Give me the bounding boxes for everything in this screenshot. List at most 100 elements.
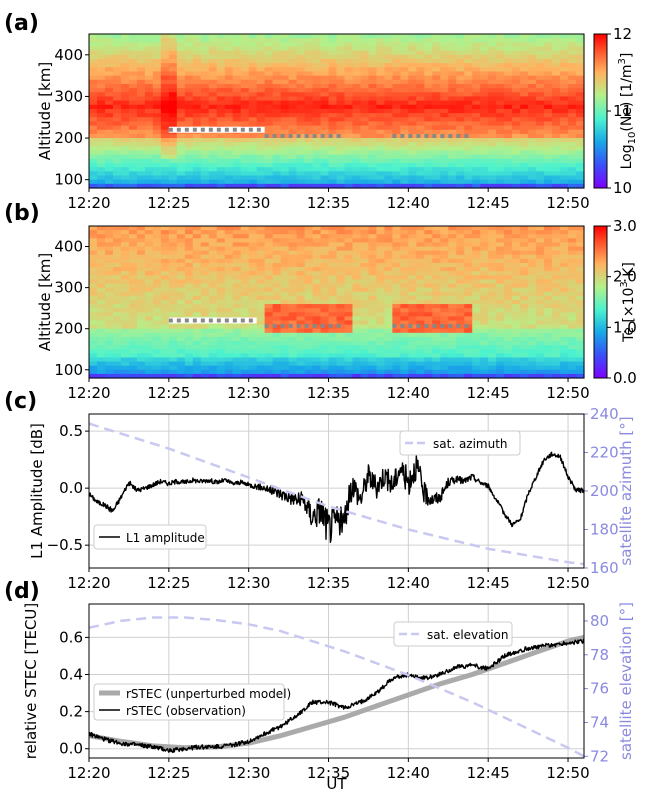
heatmap-cell: [360, 142, 370, 147]
heatmap-cell: [144, 104, 154, 110]
heatmap-cell: [224, 38, 234, 43]
heatmap-cell: [448, 58, 457, 64]
heatmap-cell: [544, 129, 553, 135]
heatmap-cell: [232, 361, 242, 367]
heatmap-cell: [368, 183, 378, 189]
heatmap-cell: [536, 88, 545, 93]
heatmap-cell: [280, 142, 290, 147]
heatmap-cell: [320, 96, 330, 102]
heatmap-cell: [320, 79, 330, 85]
heatmap-cell: [304, 50, 314, 56]
heatmap-cell: [432, 295, 441, 301]
heatmap-cell: [472, 275, 481, 281]
heatmap-cell: [200, 96, 210, 102]
heatmap-cell: [400, 304, 409, 309]
heatmap-cell: [89, 121, 98, 127]
heatmap-cell: [328, 92, 338, 98]
heatmap-cell: [440, 349, 449, 354]
heatmap-cell: [176, 373, 186, 379]
heatmap-cell: [216, 154, 226, 160]
heatmap-cell: [440, 71, 449, 77]
heatmap-cell: [296, 125, 306, 131]
heatmap-cell: [160, 75, 170, 81]
heatmap-cell: [152, 324, 162, 330]
heatmap-cell: [464, 67, 473, 73]
heatmap-cell: [520, 154, 529, 160]
heatmap-cell: [216, 67, 226, 73]
heatmap-cell: [568, 117, 577, 122]
heatmap-cell: [384, 175, 393, 181]
heatmap-cell: [504, 108, 513, 114]
heatmap-cell: [344, 320, 354, 326]
heatmap-cell: [528, 171, 537, 177]
heatmap-cell: [376, 254, 385, 260]
heatmap-cell: [480, 324, 489, 330]
heatmap-cell: [528, 226, 537, 231]
heatmap-cell: [512, 129, 521, 135]
heatmap-cell: [168, 349, 178, 354]
heatmap-cell: [440, 158, 449, 164]
heatmap-cell: [456, 92, 465, 98]
heatmap-cell: [552, 295, 561, 301]
heatmap-cell: [408, 242, 417, 248]
heatmap-cell: [576, 320, 585, 326]
heatmap-cell: [408, 275, 417, 281]
heatmap-cell: [504, 158, 513, 164]
heatmap-cell: [336, 353, 346, 359]
heatmap-cell: [336, 341, 346, 346]
x-tick-label: 12:45: [467, 194, 510, 212]
heatmap-cell: [128, 121, 138, 127]
heatmap-cell: [136, 238, 146, 244]
heatmap-cell: [168, 163, 178, 168]
heatmap-cell: [336, 250, 346, 256]
heatmap-cell: [304, 258, 314, 264]
heatmap-cell: [400, 336, 409, 342]
heatmap-cell: [192, 108, 202, 114]
heatmap-cell: [104, 271, 114, 276]
heatmap-cell: [104, 58, 114, 64]
heatmap-cell: [504, 179, 513, 185]
heatmap-cell: [168, 167, 178, 172]
heatmap-cell: [208, 183, 218, 189]
heatmap-cell: [464, 242, 473, 248]
heatmap-cell: [400, 167, 409, 172]
heatmap-cell: [368, 158, 378, 164]
heatmap-cell: [360, 50, 370, 56]
heatmap-cell: [448, 88, 457, 93]
heatmap-cell: [352, 304, 362, 309]
heatmap-cell: [560, 291, 569, 297]
heatmap-cell: [344, 117, 354, 122]
heatmap-cell: [432, 171, 441, 177]
heatmap-cell: [160, 121, 170, 127]
heatmap-cell: [256, 373, 266, 379]
heatmap-cell: [568, 75, 577, 81]
heatmap-cell: [112, 324, 122, 330]
heatmap-cell: [208, 304, 218, 309]
heatmap-cell: [96, 226, 106, 231]
heatmap-cell: [544, 138, 553, 143]
heatmap-cell: [272, 83, 282, 89]
heatmap-cell: [552, 42, 561, 48]
heatmap-cell: [264, 275, 274, 281]
heatmap-cell: [464, 129, 473, 135]
heatmap-cell: [376, 226, 385, 231]
heatmap-cell: [296, 133, 306, 139]
heatmap-cell: [256, 246, 266, 252]
heatmap-cell: [120, 150, 130, 156]
heatmap-cell: [424, 341, 433, 346]
heatmap-cell: [192, 369, 202, 375]
heatmap-cell: [248, 365, 258, 371]
heatmap-cell: [136, 230, 146, 235]
heatmap-cell: [288, 150, 298, 156]
heatmap-cell: [256, 287, 266, 293]
heatmap-cell: [112, 328, 122, 334]
heatmap-cell: [336, 283, 346, 289]
heatmap-cell: [352, 275, 362, 281]
heatmap-cell: [248, 46, 258, 52]
heatmap-cell: [160, 267, 170, 272]
heatmap-cell: [288, 271, 298, 276]
heatmap-cell: [568, 175, 577, 181]
heatmap-cell: [416, 312, 425, 317]
heatmap-cell: [472, 279, 481, 285]
heatmap-cell: [128, 254, 138, 260]
